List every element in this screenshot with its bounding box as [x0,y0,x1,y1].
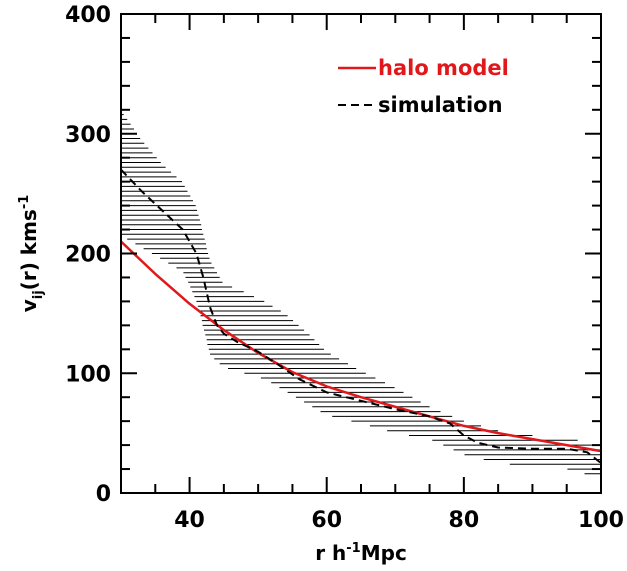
legend-label-simulation: simulation [378,93,503,117]
y-axis-title-sub: ij [31,290,46,299]
y-tick-label: 100 [65,362,111,387]
halo-model-line [120,240,602,453]
x-tick-label: 80 [449,508,480,533]
x-axis-title-sup: -1 [346,541,360,556]
x-axis-title: r h-1Mpc [315,541,407,565]
x-tick-label: 100 [578,508,624,533]
y-axis-title-main: v [17,299,41,312]
legend: halo model simulation [338,56,509,117]
y-axis-title-mid: (r) kms [17,209,41,290]
y-tick-label: 200 [65,243,111,268]
x-axis-title-suffix: Mpc [361,541,407,565]
y-axis-title-sup: -1 [17,195,32,209]
simulation-line [120,169,602,464]
simulation-error-band [121,114,601,475]
tick-labels: 40 60 80 100 0 100 200 300 400 [65,3,624,533]
y-tick-label: 400 [65,3,111,28]
axis-ticks [120,13,602,494]
y-tick-label: 0 [96,482,111,507]
y-axis-title: vij(r) kms-1 [17,195,46,313]
legend-label-halo-model: halo model [378,56,509,80]
y-tick-label: 300 [65,123,111,148]
x-tick-label: 60 [311,508,342,533]
x-axis-title-main: r h [315,541,346,565]
series-lines [120,169,602,464]
x-tick-label: 40 [174,508,205,533]
